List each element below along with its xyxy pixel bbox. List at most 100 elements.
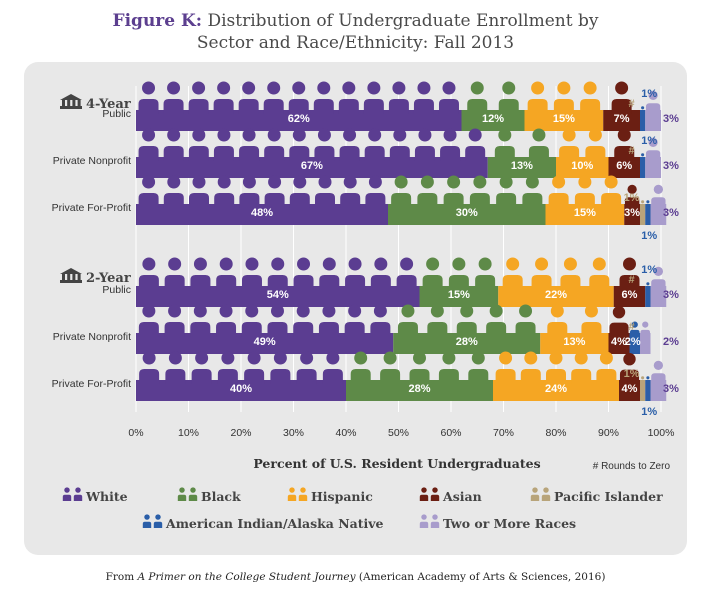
person-icon bbox=[560, 257, 581, 290]
data-label: # bbox=[629, 321, 635, 333]
person-icon bbox=[314, 128, 335, 161]
person-icon bbox=[640, 376, 646, 384]
title-text: Distribution of Undergraduate Enrollment… bbox=[207, 11, 599, 31]
person-icon bbox=[214, 175, 235, 208]
bar-segment bbox=[629, 333, 640, 354]
person-icon bbox=[645, 376, 651, 384]
bar-segment bbox=[419, 286, 499, 307]
person-icon bbox=[574, 175, 595, 208]
person-icon bbox=[496, 175, 517, 208]
person-icon bbox=[165, 351, 186, 384]
data-label: 40% bbox=[230, 383, 252, 395]
person-icon bbox=[340, 175, 361, 208]
bar-segment bbox=[136, 380, 346, 401]
bar-segment bbox=[540, 333, 609, 354]
caption-suffix: (American Academy of Arts & Sciences, 20… bbox=[355, 571, 606, 583]
data-label: 7% bbox=[614, 113, 630, 125]
person-icon bbox=[189, 175, 209, 208]
bar-segment bbox=[645, 110, 661, 131]
person-icon bbox=[553, 81, 574, 114]
person-icon bbox=[589, 257, 610, 290]
data-label: 10% bbox=[571, 160, 593, 172]
person-icon bbox=[515, 304, 536, 337]
person-icon bbox=[596, 351, 617, 384]
person-icon bbox=[338, 81, 359, 114]
data-label: # bbox=[629, 145, 635, 157]
building-icon bbox=[67, 274, 71, 280]
person-icon bbox=[486, 304, 507, 337]
data-label: 1% bbox=[641, 88, 657, 100]
x-tick-label: 100% bbox=[648, 427, 675, 439]
person-icon bbox=[288, 81, 309, 114]
building-icon bbox=[60, 280, 82, 283]
person-icon bbox=[388, 81, 409, 114]
x-tick-label: 30% bbox=[283, 427, 304, 439]
bar-segment bbox=[640, 333, 651, 354]
bar-segment bbox=[136, 204, 388, 225]
legend-label: Asian bbox=[442, 489, 482, 504]
data-label: 6% bbox=[622, 289, 638, 301]
category-label: Private For-Profit bbox=[52, 202, 131, 214]
legend-label: American Indian/Alaska Native bbox=[165, 516, 384, 531]
x-tick-label: 20% bbox=[230, 427, 251, 439]
person-icon bbox=[413, 81, 434, 114]
person-icon bbox=[475, 257, 496, 290]
person-icon bbox=[609, 305, 629, 337]
person-icon bbox=[344, 304, 365, 337]
person-icon bbox=[244, 351, 265, 384]
bar-segment bbox=[136, 286, 420, 307]
legend-person-icon bbox=[142, 514, 152, 528]
bar-segment bbox=[498, 286, 614, 307]
legend-person-icon bbox=[153, 514, 163, 528]
building-icon bbox=[67, 100, 71, 106]
bar-segment bbox=[136, 110, 462, 131]
person-icon bbox=[319, 257, 340, 290]
person-icon bbox=[293, 257, 314, 290]
data-label: 67% bbox=[301, 160, 323, 172]
person-icon bbox=[188, 128, 209, 161]
bar-segment bbox=[136, 157, 488, 178]
person-icon bbox=[645, 200, 651, 208]
legend-person-icon bbox=[419, 487, 429, 501]
person-icon bbox=[559, 128, 580, 161]
title-line-1: Figure K: Distribution of Undergraduate … bbox=[0, 10, 711, 32]
data-label: 62% bbox=[288, 113, 310, 125]
person-icon bbox=[188, 81, 209, 114]
data-label: 28% bbox=[456, 336, 478, 348]
group-label: 2-Year bbox=[86, 271, 131, 286]
legend-person-icon bbox=[419, 514, 429, 528]
person-icon bbox=[138, 175, 159, 208]
legend-person-icon bbox=[298, 487, 308, 501]
person-icon bbox=[495, 351, 516, 384]
bar-segment bbox=[645, 204, 651, 225]
legend-person-icon bbox=[177, 487, 187, 501]
data-label: 22% bbox=[545, 289, 567, 301]
caption-prefix: From bbox=[105, 571, 138, 583]
person-icon bbox=[527, 81, 548, 114]
data-label: 48% bbox=[251, 207, 273, 219]
person-icon bbox=[239, 128, 260, 161]
data-label: 3% bbox=[624, 207, 640, 219]
person-icon bbox=[498, 81, 519, 114]
person-icon bbox=[397, 304, 418, 337]
data-label: 49% bbox=[254, 336, 276, 348]
data-label: 4% bbox=[611, 336, 627, 348]
person-icon bbox=[217, 351, 238, 384]
data-label: 54% bbox=[267, 289, 289, 301]
data-label: 15% bbox=[448, 289, 470, 301]
person-icon bbox=[138, 81, 159, 114]
person-icon bbox=[409, 351, 430, 384]
person-icon bbox=[465, 128, 486, 161]
person-icon bbox=[296, 351, 317, 384]
person-icon bbox=[619, 352, 640, 384]
person-icon bbox=[528, 128, 549, 161]
x-tick-label: 80% bbox=[545, 427, 566, 439]
person-icon bbox=[619, 257, 640, 290]
data-label: 2% bbox=[625, 336, 641, 348]
person-icon bbox=[264, 175, 285, 208]
group-label: 4-Year bbox=[86, 97, 131, 112]
person-icon bbox=[216, 257, 237, 290]
category-label: Private For-Profit bbox=[52, 378, 131, 390]
legend-person-icon bbox=[287, 487, 297, 501]
